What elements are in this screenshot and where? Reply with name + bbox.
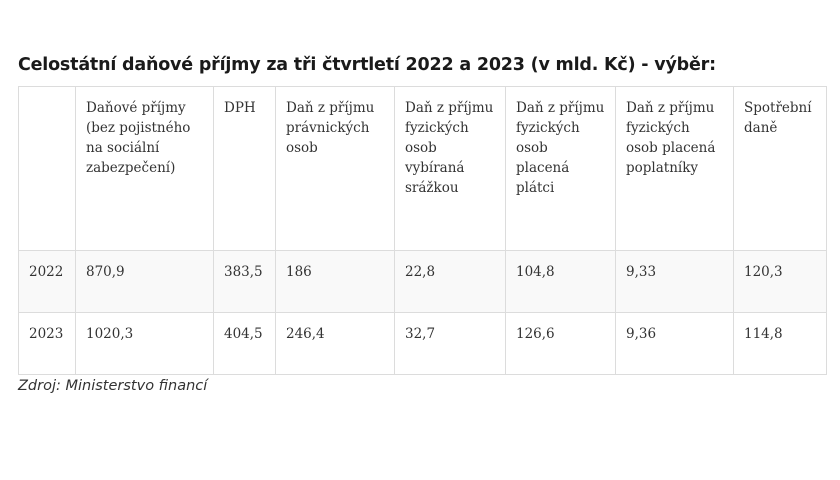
table-cell: 22,8 <box>394 250 506 313</box>
table-cell: 246,4 <box>275 312 395 375</box>
table-cell: 1020,3 <box>75 312 214 375</box>
header-cell-empty <box>18 86 76 251</box>
header-cell-vat: DPH <box>213 86 276 251</box>
table-cell: 870,9 <box>75 250 214 313</box>
tax-revenue-table: Daňové příjmy (bez pojistného na sociáln… <box>18 86 827 375</box>
table-cell: 114,8 <box>733 312 827 375</box>
header-cell-taxpayer-paid-tax: Daň z příjmu fyzických osob placená popl… <box>615 86 734 251</box>
table-cell: 104,8 <box>505 250 616 313</box>
source-note: Zdroj: Ministerstvo financí <box>18 378 208 394</box>
content: Celostátní daňové příjmy za tři čtvrtlet… <box>18 55 827 394</box>
table-cell: 120,3 <box>733 250 827 313</box>
table-header-row: Daňové příjmy (bez pojistného na sociáln… <box>18 86 827 251</box>
table-cell: 186 <box>275 250 395 313</box>
header-cell-withholding-tax: Daň z příjmu fyzických osob vybíraná srá… <box>394 86 506 251</box>
page-title: Celostátní daňové příjmy za tři čtvrtlet… <box>18 55 716 75</box>
year-cell: 2023 <box>18 312 76 375</box>
table-cell: 9,36 <box>615 312 734 375</box>
table-cell: 32,7 <box>394 312 506 375</box>
table-cell: 404,5 <box>213 312 276 375</box>
header-cell-employer-paid-tax: Daň z příjmu fyzických osob placená plát… <box>505 86 616 251</box>
year-cell: 2022 <box>18 250 76 313</box>
table-cell: 383,5 <box>213 250 276 313</box>
table-cell: 9,33 <box>615 250 734 313</box>
header-cell-corporate-tax: Daň z příjmu právnických osob <box>275 86 395 251</box>
table-row: 2023 1020,3 404,5 246,4 32,7 126,6 9,36 … <box>18 312 827 375</box>
table-row: 2022 870,9 383,5 186 22,8 104,8 9,33 120… <box>18 250 827 313</box>
table-cell: 126,6 <box>505 312 616 375</box>
header-cell-excise-tax: Spotřební daně <box>733 86 827 251</box>
header-cell-tax-revenue: Daňové příjmy (bez pojistného na sociáln… <box>75 86 214 251</box>
